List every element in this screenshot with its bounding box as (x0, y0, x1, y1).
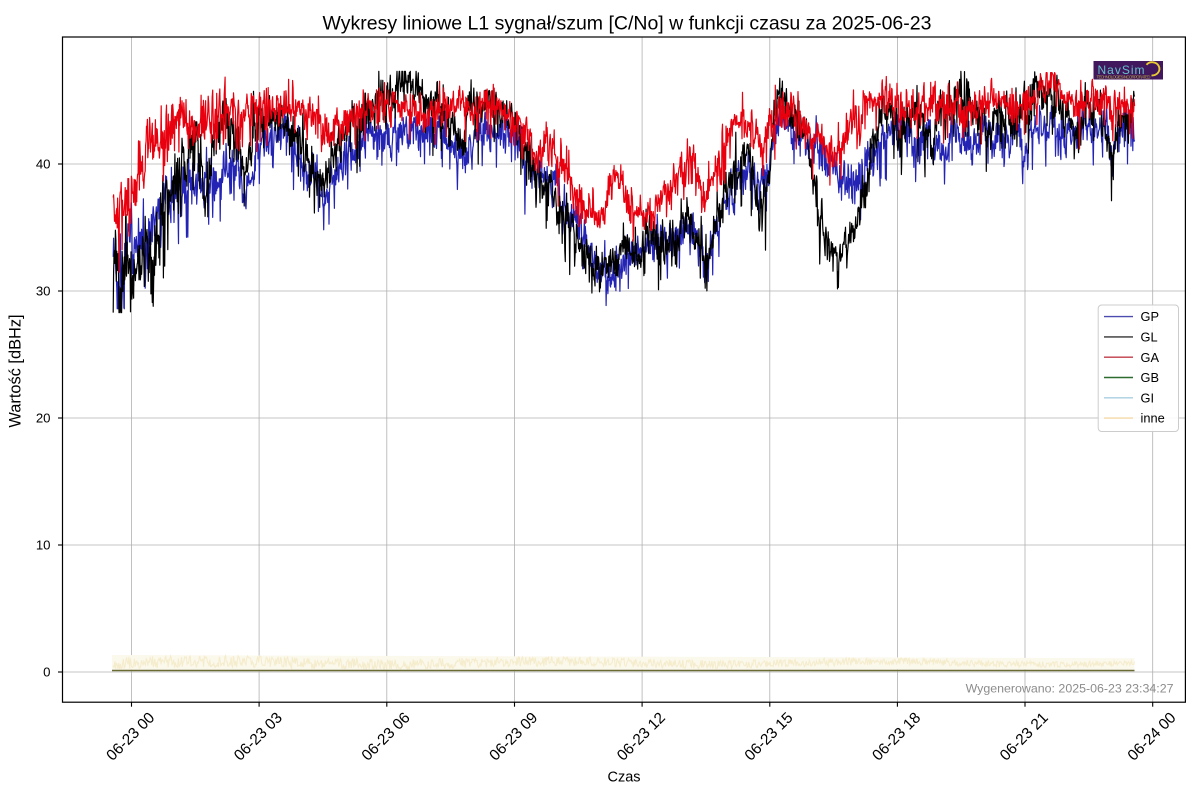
svg-text:10: 10 (36, 538, 51, 553)
svg-text:0: 0 (43, 665, 50, 680)
svg-text:TECHNOLOGIES INCORPORATED: TECHNOLOGIES INCORPORATED (1097, 75, 1151, 80)
svg-text:GI: GI (1141, 390, 1155, 405)
svg-text:30: 30 (36, 284, 51, 299)
svg-text:Wykresy liniowe L1 sygnał/szum: Wykresy liniowe L1 sygnał/szum [C/No] w … (323, 13, 932, 35)
svg-text:GP: GP (1141, 309, 1160, 324)
svg-text:inne: inne (1141, 411, 1165, 426)
svg-text:Czas: Czas (607, 770, 640, 786)
svg-text:Wartość [dBHz]: Wartość [dBHz] (7, 314, 25, 427)
svg-text:NavSim: NavSim (1098, 63, 1145, 77)
svg-text:20: 20 (36, 411, 51, 426)
svg-text:GB: GB (1141, 370, 1160, 385)
svg-text:GL: GL (1141, 330, 1158, 345)
svg-text:40: 40 (36, 157, 51, 172)
svg-text:GA: GA (1141, 350, 1160, 365)
svg-text:Wygenerowano: 2025-06-23 23:34: Wygenerowano: 2025-06-23 23:34:27 (966, 682, 1174, 696)
